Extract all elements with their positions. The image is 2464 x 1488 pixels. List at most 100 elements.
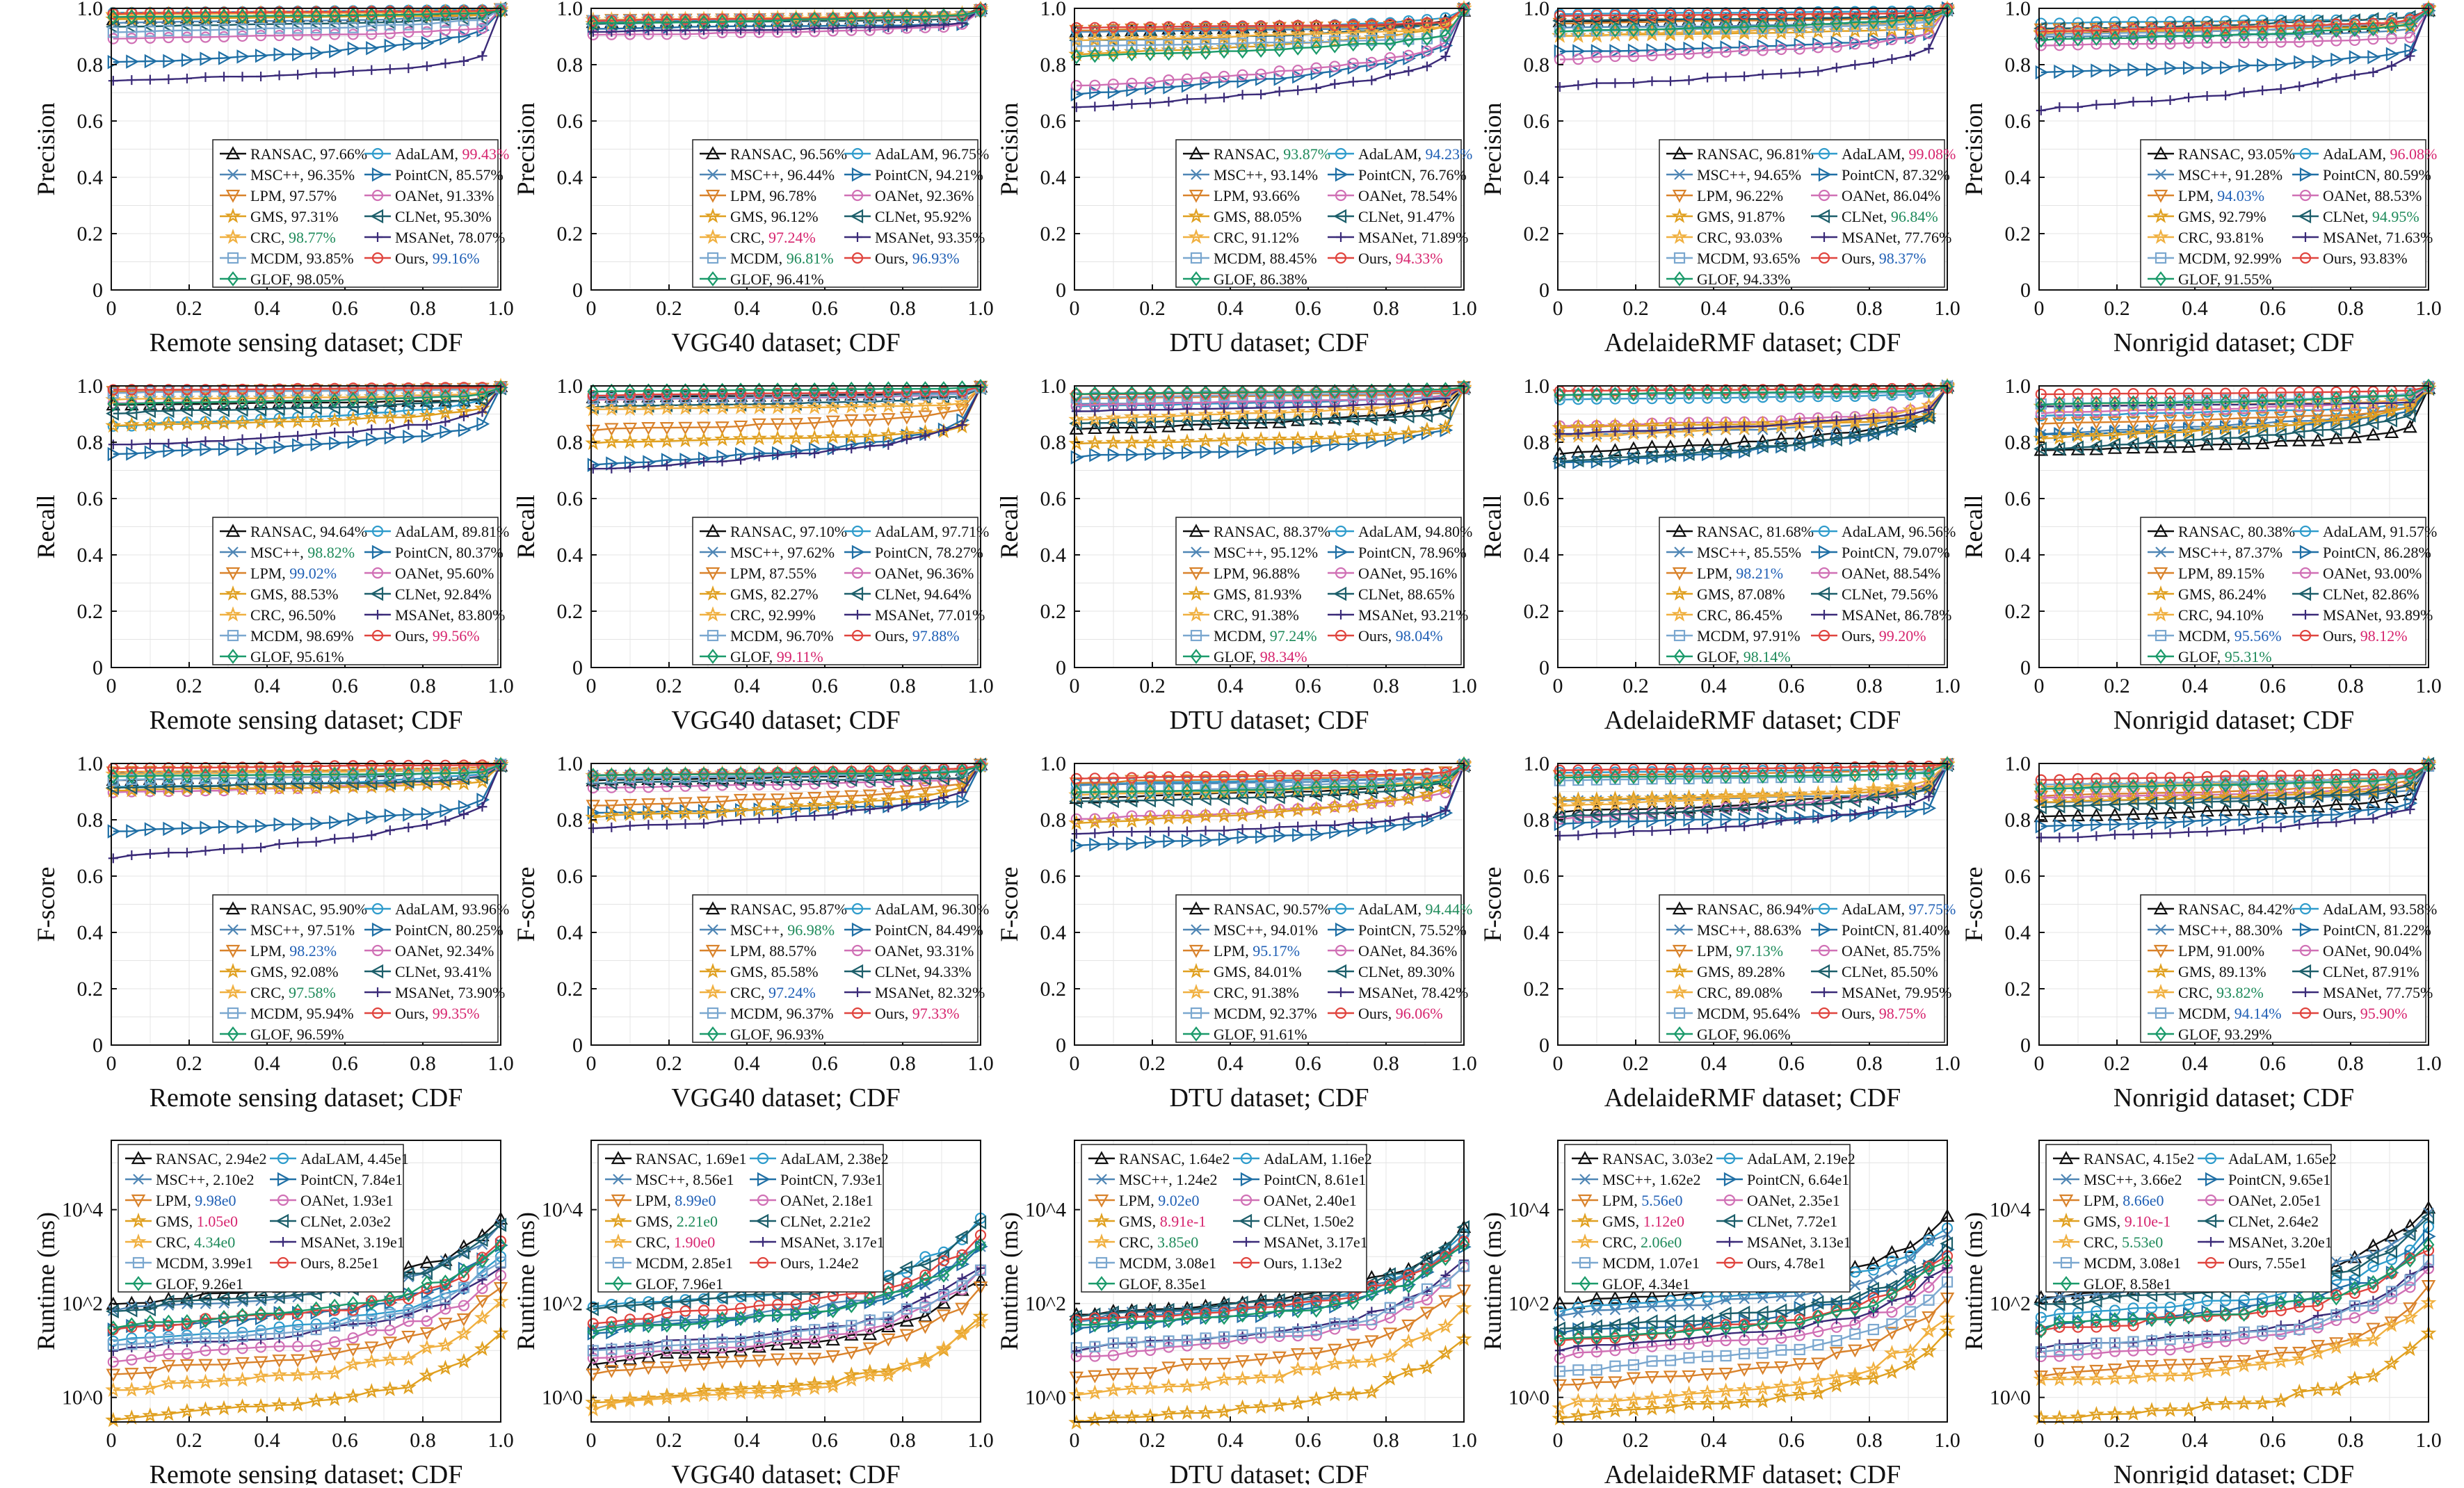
legend-label: Ours, 94.33% xyxy=(1358,250,1443,267)
y-tick-label: 1.0 xyxy=(1524,0,1550,20)
legend-label: OANet, 96.36% xyxy=(875,565,974,582)
legend-label: MSANet, 83.80% xyxy=(395,606,505,624)
y-tick-label: 0.2 xyxy=(2005,223,2031,245)
legend-label: GLOF, 94.33% xyxy=(1697,270,1791,288)
legend-method-name: AdaLAM, xyxy=(875,145,942,163)
x-axis-dataset: Nonrigid dataset xyxy=(2113,706,2289,735)
legend-method-name: Ours, xyxy=(2323,250,2360,267)
legend-method-name: CLNet, xyxy=(2323,585,2372,603)
legend-method-name: GLOF, xyxy=(1697,270,1744,288)
legend-method-name: MSANet, xyxy=(1358,606,1421,624)
legend-label: Ours, 98.04% xyxy=(1358,627,1443,645)
x-tick-label: 0.6 xyxy=(1295,297,1321,320)
legend-label: LPM, 98.21% xyxy=(1697,565,1783,582)
legend-method-name: CLNet, xyxy=(1842,585,1891,603)
legend-method-name: MSC++, xyxy=(1214,166,1271,184)
legend-method-name: GLOF, xyxy=(2178,648,2225,665)
legend-method-value: 96.44% xyxy=(787,166,835,184)
legend-method-value: 73.90% xyxy=(458,984,505,1001)
legend-method-name: MSC++, xyxy=(1697,544,1754,561)
x-tick-label: 0.8 xyxy=(1373,674,1399,697)
legend-method-name: GMS, xyxy=(250,585,291,603)
legend-method-name: MSC++, xyxy=(1697,166,1754,184)
legend-method-name: CRC, xyxy=(1214,606,1252,624)
legend-method-name: CRC, xyxy=(1697,229,1735,246)
legend-label: MSANet, 73.90% xyxy=(395,984,505,1001)
legend-method-name: CRC, xyxy=(730,229,768,246)
legend-label: OANet, 78.54% xyxy=(1358,187,1457,204)
legend-method-name: MSC++, xyxy=(2178,166,2235,184)
legend-label: AdaLAM, 99.08% xyxy=(1842,145,1956,163)
legend-method-value: 97.66% xyxy=(320,145,367,163)
legend-label: MSC++, 96.35% xyxy=(250,166,355,184)
legend-method-name: AdaLAM, xyxy=(395,145,462,163)
legend-method-value: 95.56% xyxy=(2234,627,2282,645)
legend-method-value: 93.05% xyxy=(2248,145,2295,163)
legend-label: GMS, 91.87% xyxy=(1697,208,1785,225)
y-tick-label: 0 xyxy=(1539,656,1549,679)
legend-method-value: 78.27% xyxy=(936,544,983,561)
x-axis-suffix: ; CDF xyxy=(1835,706,1901,735)
x-axis-suffix: ; CDF xyxy=(1304,328,1369,357)
y-axis-label: F-score xyxy=(32,867,60,942)
legend-label: OANet, 92.36% xyxy=(875,187,974,204)
legend: RANSAC, 93.05%AdaLAM, 96.08%MSC++, 91.28… xyxy=(2141,140,2437,288)
legend-label: AdaLAM, 96.75% xyxy=(875,145,989,163)
legend-method-value: 77.76% xyxy=(1904,229,1951,246)
legend-method-name: MSANet, xyxy=(2323,606,2385,624)
legend-label: MSC++, 98.82% xyxy=(250,544,355,561)
x-tick-label: 0 xyxy=(1070,674,1080,697)
legend-method-value: 93.41% xyxy=(444,963,492,980)
legend-method-name: PointCN, xyxy=(1842,166,1903,184)
legend-label: CLNet, 95.92% xyxy=(875,208,972,225)
legend-method-value: 96.56% xyxy=(1909,523,1956,540)
legend-label: MSC++, 91.28% xyxy=(2178,166,2282,184)
x-tick-label: 0.4 xyxy=(734,674,760,697)
y-tick-label: 1.0 xyxy=(557,0,583,20)
legend-label: PointCN, 85.57% xyxy=(395,166,504,184)
legend-method-value: 99.02% xyxy=(289,565,337,582)
legend: RANSAC, 81.68%AdaLAM, 96.56%MSC++, 85.55… xyxy=(1659,517,1956,665)
x-axis-dataset: AdelaideRMF dataset xyxy=(1604,328,1836,357)
legend-method-value: 96.78% xyxy=(769,187,816,204)
x-tick-label: 0.8 xyxy=(2337,297,2364,320)
y-tick-label: 0 xyxy=(572,279,583,302)
x-tick-label: 0 xyxy=(2034,674,2045,697)
legend-label: PointCN, 80.37% xyxy=(395,544,504,561)
legend-method-name: MSANet, xyxy=(875,229,937,246)
legend-label: PointCN, 86.28% xyxy=(2323,544,2431,561)
y-tick-label: 0 xyxy=(1056,279,1066,302)
legend-label: LPM, 89.15% xyxy=(2178,565,2264,582)
y-tick-label: 0.6 xyxy=(77,110,104,133)
y-axis-label: Recall xyxy=(995,495,1023,559)
legend-method-name: MCDM, xyxy=(730,250,787,267)
legend-label: MCDM, 96.70% xyxy=(730,627,834,645)
x-tick-label: 0.8 xyxy=(410,674,436,697)
legend-method-value: 71.63% xyxy=(2385,229,2433,246)
legend-method-value: 79.07% xyxy=(1903,544,1950,561)
y-tick-label: 0.6 xyxy=(77,865,104,888)
legend-method-name: AdaLAM, xyxy=(395,523,462,540)
x-axis-dataset: VGG40 dataset xyxy=(671,328,835,357)
x-tick-label: 0.8 xyxy=(410,1052,436,1075)
legend-method-name: RANSAC, xyxy=(2178,523,2248,540)
legend-method-value: 96.81% xyxy=(1766,145,1814,163)
x-tick-label: 0 xyxy=(1553,674,1563,697)
x-axis-suffix: ; CDF xyxy=(835,706,901,735)
x-axis-label: Remote sensing dataset; CDF xyxy=(150,706,463,735)
legend-label: OANet, 95.16% xyxy=(1358,565,1457,582)
legend-method-value: 93.35% xyxy=(937,229,985,246)
legend-method-name: MSANet, xyxy=(1358,229,1421,246)
y-tick-label: 0.6 xyxy=(1524,487,1550,510)
legend-method-value: 93.65% xyxy=(1753,250,1801,267)
legend-method-name: PointCN, xyxy=(1358,544,1419,561)
legend-method-value: 96.75% xyxy=(942,145,990,163)
legend-method-value: 95.90% xyxy=(320,900,367,918)
legend-label: MCDM, 95.94% xyxy=(250,1005,354,1022)
y-tick-label: 0.2 xyxy=(557,223,583,245)
